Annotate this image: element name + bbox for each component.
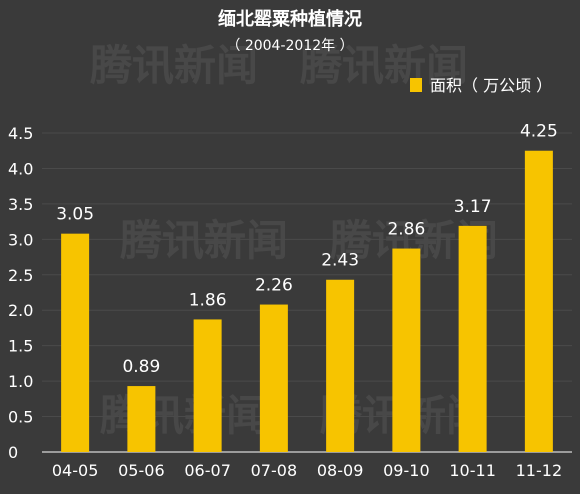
y-tick-label: 1.5 bbox=[8, 337, 33, 356]
bar bbox=[524, 150, 553, 452]
y-tick-label: 3.5 bbox=[8, 195, 33, 214]
data-label: 4.25 bbox=[520, 122, 558, 142]
y-tick-label: 2.0 bbox=[8, 301, 33, 320]
y-tick-label: 2.5 bbox=[8, 266, 33, 285]
y-tick-label: 4.0 bbox=[8, 159, 33, 178]
bars bbox=[61, 150, 553, 452]
chart-subtitle: （ 2004-2012年 ） bbox=[226, 38, 353, 54]
legend: 面积（ 万公顷 ） bbox=[410, 76, 552, 95]
y-tick-label: 0.5 bbox=[8, 408, 33, 427]
bar bbox=[392, 248, 421, 452]
legend-label: 面积（ 万公顷 ） bbox=[430, 76, 552, 95]
data-label: 0.89 bbox=[122, 357, 160, 377]
bar bbox=[127, 386, 156, 452]
data-label: 3.05 bbox=[56, 205, 94, 225]
x-tick-label: 10-11 bbox=[449, 461, 496, 480]
chart-title: 缅北罂粟种植情况 bbox=[218, 8, 362, 30]
data-label: 2.86 bbox=[387, 220, 425, 240]
x-tick-label: 09-10 bbox=[383, 461, 430, 480]
y-axis: 0 0.5 1.0 1.5 2.0 2.5 3.0 3.5 4.0 4.5 bbox=[8, 124, 33, 462]
x-tick-label: 07-08 bbox=[251, 461, 298, 480]
bar bbox=[458, 225, 487, 452]
bar bbox=[61, 233, 90, 452]
y-tick-label: 0 bbox=[8, 443, 18, 462]
x-tick-label: 04-05 bbox=[52, 461, 99, 480]
watermark-layer: 腾讯新闻腾讯新闻腾讯新闻腾讯新闻腾讯新闻腾讯新闻 bbox=[90, 41, 498, 440]
y-tick-label: 4.5 bbox=[8, 124, 33, 143]
data-label: 1.86 bbox=[189, 290, 227, 310]
data-labels: 3.05 0.89 1.86 2.26 2.43 2.86 3.17 4.25 bbox=[56, 122, 558, 377]
watermark-text: 腾讯新闻 bbox=[300, 41, 468, 90]
data-label: 3.17 bbox=[454, 197, 492, 217]
bar bbox=[326, 279, 355, 452]
legend-swatch bbox=[410, 78, 422, 92]
data-label: 2.26 bbox=[255, 276, 293, 296]
watermark-text: 腾讯新闻 bbox=[100, 391, 268, 440]
data-label: 2.43 bbox=[321, 251, 359, 271]
y-tick-label: 3.0 bbox=[8, 230, 33, 249]
watermark-text: 腾讯新闻 bbox=[90, 41, 258, 90]
bar bbox=[259, 304, 288, 452]
y-tick-label: 1.0 bbox=[8, 372, 33, 391]
x-axis: 04-05 05-06 06-07 07-08 08-09 09-10 10-11 11-12 bbox=[52, 461, 562, 480]
x-tick-label: 05-06 bbox=[118, 461, 165, 480]
x-tick-label: 11-12 bbox=[516, 461, 563, 480]
x-tick-label: 06-07 bbox=[184, 461, 231, 480]
watermark-text: 腾讯新闻 bbox=[120, 216, 288, 265]
bar bbox=[193, 319, 222, 452]
x-tick-label: 08-09 bbox=[317, 461, 364, 480]
